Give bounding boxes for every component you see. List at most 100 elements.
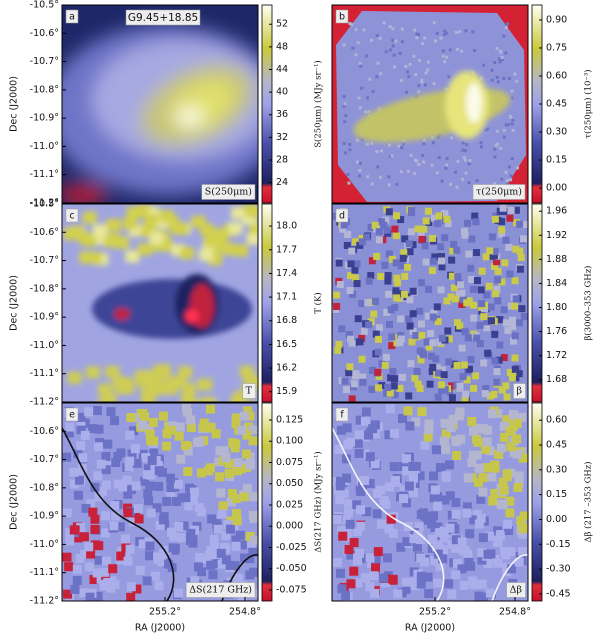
- patch: [394, 279, 402, 287]
- patch: [74, 490, 84, 500]
- speckle: [493, 155, 497, 159]
- patch: [69, 467, 79, 477]
- y-tick-label: -11.2°: [30, 198, 59, 209]
- patch: [153, 554, 163, 564]
- patch: [506, 547, 516, 557]
- speckle: [463, 158, 467, 162]
- y-tick-label: -11.1°: [30, 169, 59, 180]
- speckle: [515, 79, 519, 83]
- speckle: [455, 185, 459, 189]
- patch: [477, 548, 487, 558]
- patch: [111, 511, 121, 521]
- speckle: [444, 87, 448, 91]
- patch: [493, 285, 501, 293]
- speckle: [510, 122, 514, 126]
- speckle: [391, 27, 395, 31]
- patch: [167, 425, 177, 435]
- patch: [514, 477, 524, 487]
- speckle: [507, 165, 511, 169]
- patch: [333, 302, 341, 310]
- speckle: [360, 86, 364, 90]
- y-tick-label: -10.8°: [30, 84, 59, 95]
- patch: [193, 562, 203, 572]
- patch: [100, 528, 110, 538]
- patch: [173, 479, 183, 489]
- speckle: [496, 142, 500, 146]
- speckle: [456, 47, 460, 51]
- panel-letter: a: [69, 12, 75, 23]
- patch: [429, 313, 437, 321]
- patch: [159, 210, 174, 223]
- patch: [154, 466, 164, 476]
- patch: [441, 471, 451, 481]
- patch: [393, 589, 403, 599]
- patch: [353, 280, 361, 288]
- patch: [371, 555, 381, 565]
- speckle: [510, 157, 514, 161]
- y-tick-label: -10.5°: [30, 0, 59, 11]
- speckle: [436, 135, 440, 139]
- patch: [440, 371, 448, 379]
- patch: [424, 425, 434, 435]
- speckle: [406, 70, 410, 74]
- patch: [76, 412, 86, 422]
- patch: [404, 263, 412, 271]
- speckle: [421, 153, 425, 157]
- patch: [505, 427, 515, 437]
- speckle: [399, 170, 403, 174]
- patch: [162, 441, 172, 451]
- speckle: [495, 75, 499, 79]
- patch: [353, 438, 363, 448]
- patch: [123, 556, 133, 566]
- patch: [372, 509, 382, 519]
- patch: [345, 330, 353, 338]
- patch: [505, 508, 515, 518]
- colorbar-tick-label: 1.80: [546, 302, 567, 313]
- patch: [408, 473, 418, 483]
- patch: [487, 317, 495, 325]
- patch: [233, 458, 243, 468]
- patch: [341, 515, 351, 525]
- colorbar-tick-label: 15.9: [276, 386, 297, 397]
- patch: [472, 450, 482, 460]
- patch: [118, 482, 128, 492]
- patch: [465, 365, 473, 373]
- patch: [132, 458, 142, 468]
- patch: [423, 572, 433, 582]
- patch: [82, 211, 97, 224]
- patch: [348, 339, 356, 347]
- speckle: [463, 149, 467, 153]
- speckle: [510, 96, 514, 100]
- speckle: [375, 33, 379, 37]
- patch: [512, 418, 522, 428]
- colorbar-tick-label: -0.075: [276, 584, 307, 595]
- patch: [98, 383, 113, 396]
- speckle: [423, 36, 427, 40]
- speckle: [426, 68, 430, 72]
- patch: [453, 246, 461, 254]
- speckle: [510, 89, 514, 93]
- patch: [62, 552, 72, 562]
- patch: [506, 442, 516, 452]
- patch: [333, 485, 343, 495]
- patch: [515, 370, 523, 378]
- patch: [509, 322, 517, 330]
- patch: [343, 508, 353, 518]
- patch: [212, 559, 222, 569]
- patch: [460, 361, 468, 369]
- patch: [346, 363, 354, 371]
- colorbar-tick-label: 0.75: [546, 42, 567, 53]
- patch: [365, 479, 375, 489]
- patch: [477, 579, 487, 589]
- patch: [101, 452, 111, 462]
- title-box: [125, 9, 201, 26]
- patch: [471, 434, 481, 444]
- patch: [421, 242, 429, 250]
- patch: [504, 526, 514, 536]
- patch: [510, 302, 518, 310]
- speckle: [484, 128, 488, 132]
- patch: [438, 334, 446, 342]
- patch: [446, 423, 456, 433]
- patch: [397, 335, 405, 343]
- speckle: [422, 142, 426, 146]
